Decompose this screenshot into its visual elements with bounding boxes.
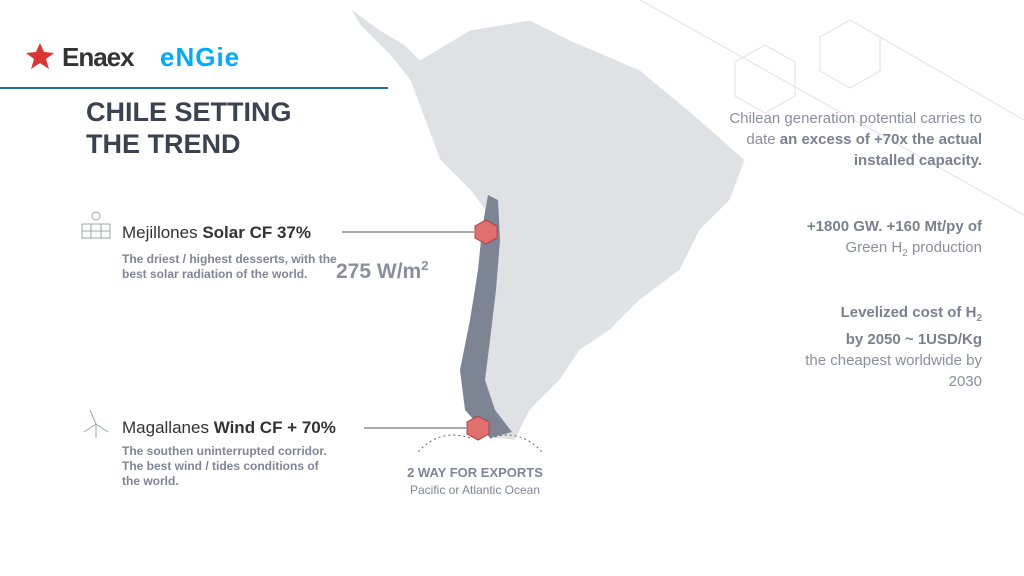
fact-bold: Levelized cost of H [840, 304, 977, 321]
place: Magallanes [122, 418, 209, 437]
fact: +1800 GW. +160 Mt/py of Green H2 producti… [752, 216, 982, 264]
title-line: CHILE SETTING [86, 97, 292, 127]
enaex-star [26, 43, 54, 69]
irradiance-value: 275 W/m [336, 260, 422, 283]
fact: Levelized cost of H2 by 2050 ~ 1USD/Kg the… [782, 302, 982, 392]
fact-text: the cheapest worldwide by 2030 [805, 352, 982, 390]
fact-bold: by 2050 ~ 1USD/Kg [845, 331, 982, 348]
irradiance: 275 W/m2 [336, 258, 428, 284]
enaex-logo: Enaex [62, 42, 135, 72]
title: CHILE SETTING THE TREND [86, 96, 292, 160]
exports-subtitle: Pacific or Atlantic Ocean [409, 483, 541, 497]
solar-marker [474, 219, 498, 245]
solar-description: The driest / highest desserts, with the … [122, 252, 337, 281]
chile [460, 195, 512, 438]
fact-text: Green H [845, 239, 903, 256]
solar-heading: Mejillones Solar CF 37% [122, 223, 311, 243]
export-arrow-atlantic [489, 434, 543, 453]
wind-icon [83, 409, 109, 438]
place: Mejillones [122, 223, 198, 242]
title-line: THE TREND [86, 129, 241, 159]
fact: Chilean generation potential carries to … [712, 108, 982, 171]
decor-hexagons [639, 0, 1024, 216]
wind-description: The southen uninterrupted corridor. The … [122, 444, 327, 488]
highlight: Wind CF + 70% [213, 418, 336, 437]
south-america [349, 7, 746, 441]
fact-sub: 2 [976, 313, 982, 324]
solar-icon [81, 211, 111, 239]
export-arrow-pacific [417, 434, 471, 453]
fact-bold: +1800 GW. +160 Mt/py of [806, 218, 982, 235]
fact-text: production [911, 239, 982, 256]
fact-sub: 2 [902, 248, 908, 259]
wind-marker [466, 415, 490, 441]
exports-title: 2 WAY FOR EXPORTS [407, 465, 543, 480]
engie-logo: eNGie [160, 42, 241, 72]
highlight: Solar CF 37% [202, 223, 311, 242]
fact-bold: an excess of +70x the actual installed c… [779, 131, 982, 169]
fact-text: Chilean generation potential carries to … [729, 110, 982, 148]
wind-heading: Magallanes Wind CF + 70% [122, 418, 336, 438]
irradiance-sup: 2 [421, 258, 429, 273]
